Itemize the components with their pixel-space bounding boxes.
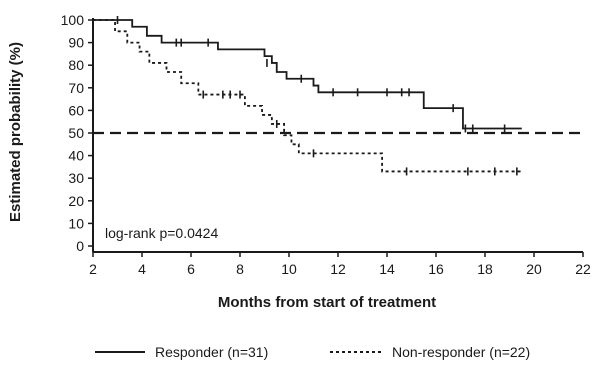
legend-label-0: Responder (n=31) <box>155 344 268 360</box>
y-axis-title: Estimated probability (%) <box>7 42 24 222</box>
x-tick-label-2: 2 <box>89 261 97 277</box>
x-tick-label-6: 6 <box>187 261 195 277</box>
series-line-0 <box>93 19 522 130</box>
annotation-logrank: log-rank p=0.0424 <box>105 225 218 241</box>
x-tick-label-14: 14 <box>379 261 395 277</box>
x-tick-label-10: 10 <box>281 261 297 277</box>
x-tick-label-18: 18 <box>477 261 493 277</box>
x-tick-label-4: 4 <box>138 261 146 277</box>
y-tick-label-10: 10 <box>68 215 84 231</box>
x-tick-label-16: 16 <box>428 261 444 277</box>
y-tick-label-60: 60 <box>68 102 84 118</box>
y-tick-label-40: 40 <box>68 148 84 164</box>
x-tick-label-12: 12 <box>330 261 346 277</box>
y-tick-label-90: 90 <box>68 35 84 51</box>
y-tick-label-30: 30 <box>68 170 84 186</box>
legend: Responder (n=31) Non-responder (n=22) <box>95 344 530 360</box>
y-tick-label-100: 100 <box>61 12 85 28</box>
x-tick-label-8: 8 <box>236 261 244 277</box>
legend-label-1: Non-responder (n=22) <box>392 344 530 360</box>
x-axis-title: Months from start of treatment <box>218 294 436 311</box>
y-tick-label-20: 20 <box>68 193 84 209</box>
plot-area <box>93 16 583 176</box>
y-tick-label-50: 50 <box>68 125 84 141</box>
y-tick-label-70: 70 <box>68 80 84 96</box>
axes: 0 10 20 30 40 50 60 70 80 90 100 2 4 6 8 10 12 14 16 18 20 22 <box>61 12 591 277</box>
x-tick-label-22: 22 <box>575 261 591 277</box>
y-tick-label-0: 0 <box>76 238 84 254</box>
series-line-1 <box>93 19 522 173</box>
y-tick-label-80: 80 <box>68 57 84 73</box>
x-tick-label-20: 20 <box>526 261 542 277</box>
